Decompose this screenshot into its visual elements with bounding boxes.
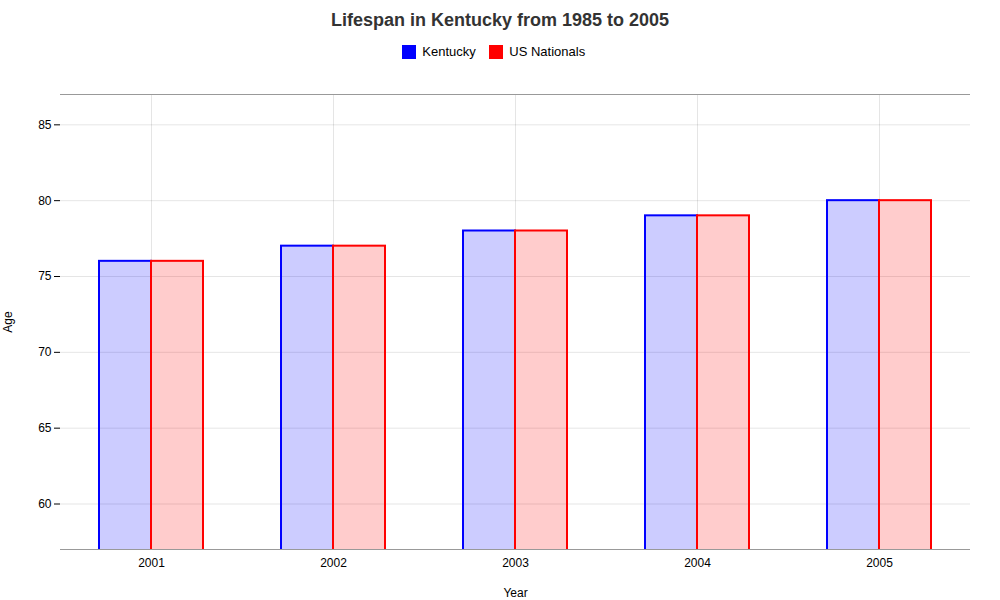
svg-text:2005: 2005: [866, 556, 893, 570]
html-text:Lifespan in Kentucky from 1985: Lifespan in Kentucky from 1985 to 2005: [330, 10, 670, 30]
svg-text:70: 70: [38, 345, 52, 359]
svg-text:85: 85: [38, 117, 52, 131]
svg-text:60: 60: [38, 496, 52, 510]
html-text:Kentucky: Kentucky: [422, 44, 476, 59]
svg-text:75: 75: [38, 269, 52, 283]
svg-text:80: 80: [38, 193, 52, 207]
svg-text:2002: 2002: [320, 556, 347, 570]
svg-text:65: 65: [38, 421, 52, 435]
svg-text:2001: 2001: [138, 556, 165, 570]
svg-text:Age: Age: [1, 311, 15, 333]
svg-text:2003: 2003: [502, 556, 529, 570]
svg-text:Year: Year: [503, 585, 527, 599]
html-text:US Nationals: US Nationals: [509, 44, 586, 59]
svg-text:2004: 2004: [684, 556, 711, 570]
